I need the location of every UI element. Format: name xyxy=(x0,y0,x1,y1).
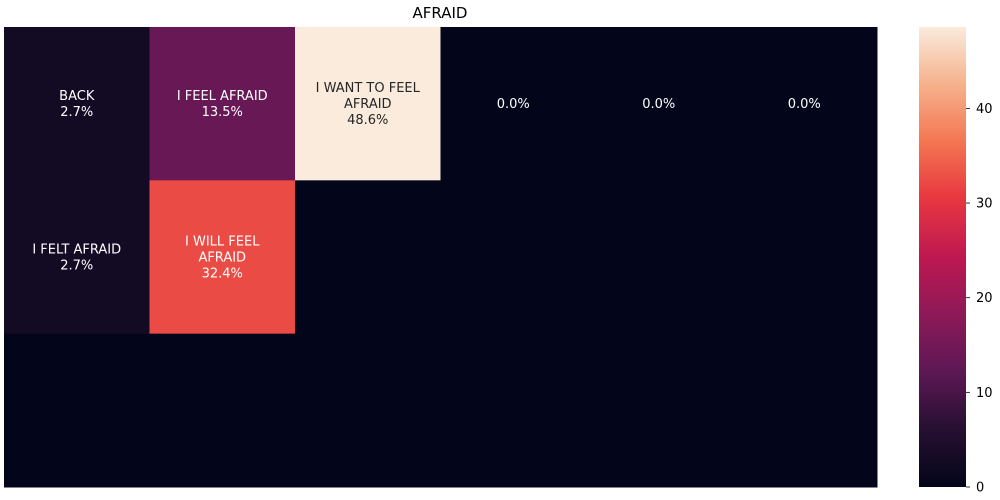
heatmap-cell-value: 32.4% xyxy=(202,267,243,282)
heatmap-cell-label: I WILL FEEL xyxy=(185,235,260,250)
heatmap-cell-label: BACK xyxy=(59,89,95,104)
heatmap-cell xyxy=(586,27,732,181)
heatmap-cell xyxy=(295,27,441,181)
colorbar-ticks: 0 10 20 30 40 xyxy=(966,102,993,496)
heatmap-cell xyxy=(4,27,150,181)
chart-title: AFRAID xyxy=(413,4,468,22)
heatmap-cell-value: 2.7% xyxy=(60,259,93,274)
heatmap-cell xyxy=(4,333,150,488)
colorbar xyxy=(919,27,966,487)
heatmap-cell-label: AFRAID xyxy=(198,251,246,266)
heatmap-cell-label: AFRAID xyxy=(344,97,392,112)
heatmap-cell xyxy=(4,180,150,335)
heatmap-cell-value: 0.0% xyxy=(497,97,530,112)
heatmap-cell xyxy=(731,180,878,335)
colorbar-tick-label: 20 xyxy=(976,291,993,306)
heatmap-cell xyxy=(440,27,587,181)
heatmap-cell xyxy=(731,333,878,488)
heatmap-cell xyxy=(440,333,587,488)
heatmap-cell xyxy=(440,180,587,335)
heatmap-cell-value: 13.5% xyxy=(202,105,243,120)
colorbar-tick-label: 0 xyxy=(976,481,984,496)
heatmap-cell-value: 2.7% xyxy=(60,105,93,120)
heatmap-cell-value: 0.0% xyxy=(642,97,675,112)
heatmap-cell xyxy=(731,27,878,181)
colorbar-tick-label: 40 xyxy=(976,102,993,117)
colorbar-tick-label: 10 xyxy=(976,386,993,401)
heatmap-cell xyxy=(149,333,296,488)
heatmap-cell-label: I FEEL AFRAID xyxy=(177,89,268,104)
heatmap-cell xyxy=(295,333,441,488)
heatmap-cell-label: I FELT AFRAID xyxy=(32,243,121,258)
heatmap-cell xyxy=(149,27,296,181)
heatmap-cell xyxy=(295,180,441,335)
heatmap-cell-value: 0.0% xyxy=(788,97,821,112)
colorbar-tick-label: 30 xyxy=(976,197,993,212)
heatmap-cell xyxy=(149,180,296,335)
heatmap-cell-label: I WANT TO FEEL xyxy=(316,81,421,96)
heatmap-cell xyxy=(586,180,732,335)
heatmap-cell-value: 48.6% xyxy=(347,113,388,128)
heatmap-cell xyxy=(586,333,732,488)
